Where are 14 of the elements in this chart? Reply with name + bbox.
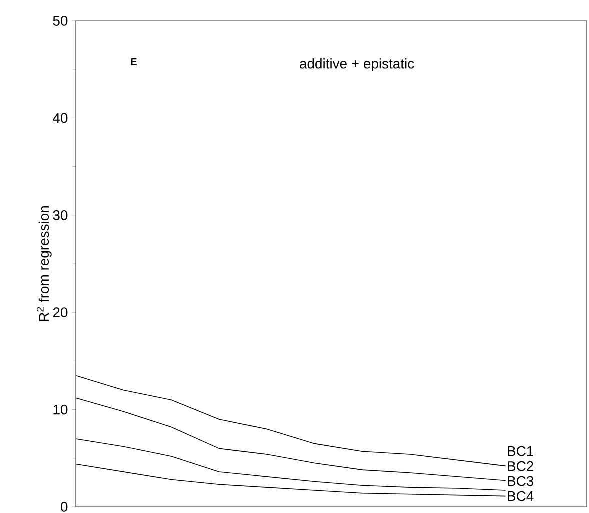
y-tick-label: 0 <box>61 502 68 512</box>
series-label: BC1 <box>508 446 534 456</box>
y-tick-label: 20 <box>53 308 68 318</box>
line-series <box>76 398 506 482</box>
series-label: BC2 <box>508 461 534 472</box>
annotation: additive + epistatic <box>300 58 414 72</box>
y-tick-label: 50 <box>53 16 68 26</box>
y-tick-label: 30 <box>53 210 68 220</box>
annotation: E <box>131 58 137 66</box>
y-tick-label: 40 <box>53 113 68 124</box>
series-label: BC3 <box>508 476 534 486</box>
series-label: BC4 <box>508 491 534 502</box>
y-tick-label: 10 <box>54 404 68 415</box>
y-axis-title: R$^{2}$ from regression <box>36 206 52 322</box>
